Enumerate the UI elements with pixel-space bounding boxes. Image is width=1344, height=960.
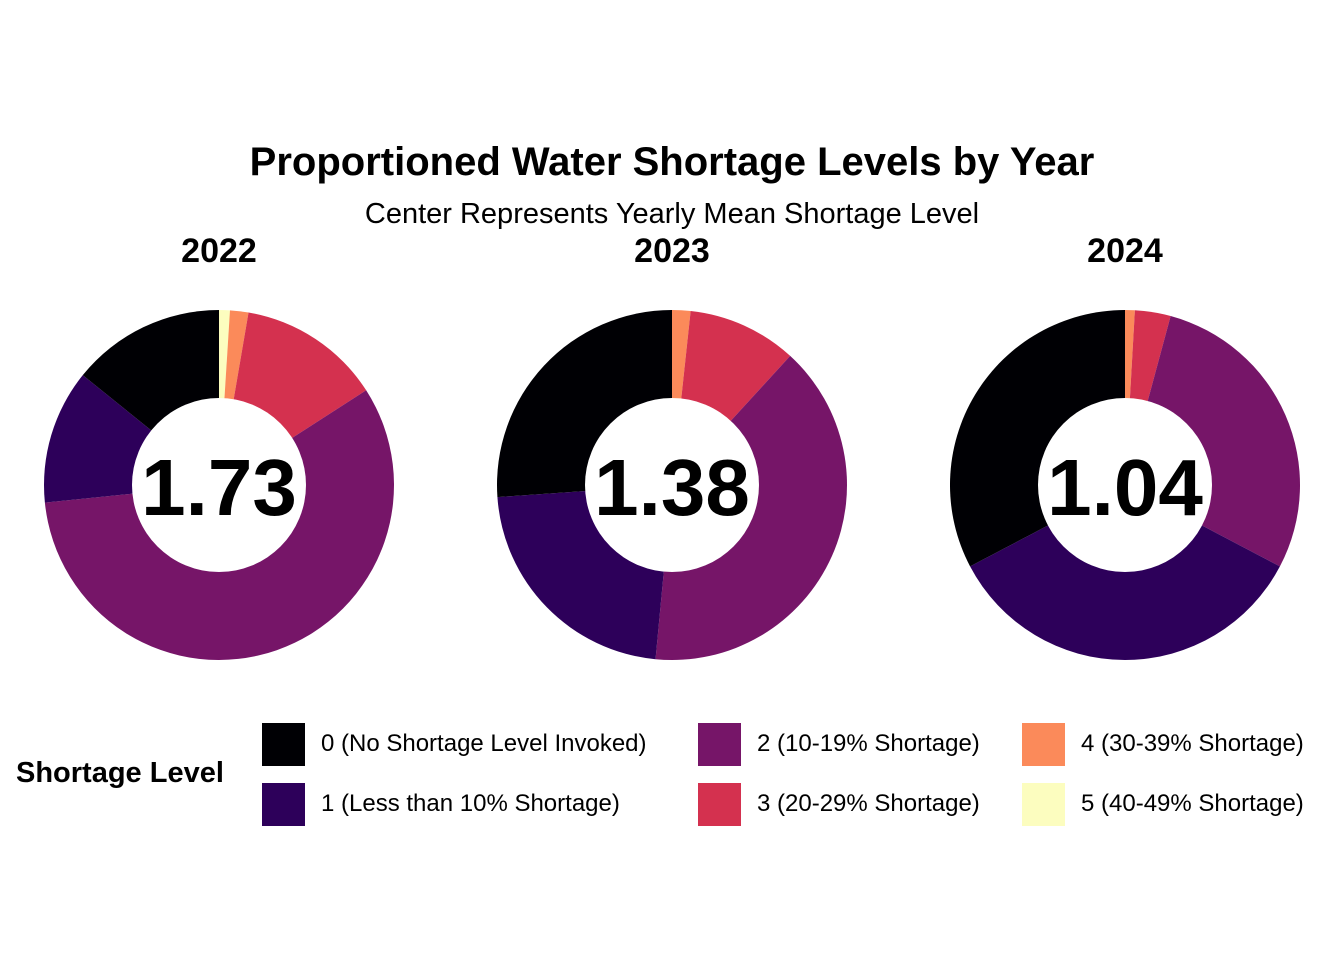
panel-year-label: 2024 — [1087, 232, 1163, 270]
legend-key-3 — [698, 782, 741, 826]
legend-label-4: 4 (30-39% Shortage) — [1081, 730, 1304, 757]
legend-label-0: 0 (No Shortage Level Invoked) — [321, 730, 647, 757]
center-mean-value: 1.04 — [1047, 443, 1203, 532]
legend-key-0 — [262, 722, 305, 766]
slice-2024-level-1 — [970, 485, 1280, 660]
donut-2023: 2023 1.38 — [496, 232, 847, 660]
legend-key-5 — [1022, 782, 1065, 826]
legend-label-5: 5 (40-49% Shortage) — [1081, 790, 1304, 817]
legend-item-5: 5 (40-49% Shortage) — [1022, 782, 1304, 826]
donut-hole — [132, 398, 306, 572]
legend-key-4 — [1022, 722, 1065, 766]
legend-label-3: 3 (20-29% Shortage) — [757, 790, 980, 817]
center-mean-value: 1.73 — [141, 443, 297, 532]
donut-2022: 2022 1.73 — [44, 232, 395, 661]
center-mean-value: 1.38 — [594, 443, 750, 532]
legend-item-3: 3 (20-29% Shortage) — [698, 782, 980, 826]
chart-subtitle: Center Represents Yearly Mean Shortage L… — [364, 198, 980, 230]
chart-title: Proportioned Water Shortage Levels by Ye… — [249, 140, 1095, 184]
legend-item-1: 1 (Less than 10% Shortage) — [262, 782, 620, 826]
donut-hole — [1038, 398, 1212, 572]
legend-label-1: 1 (Less than 10% Shortage) — [321, 790, 620, 817]
donut-2024: 2024 1.04 — [950, 232, 1300, 660]
legend-label-2: 2 (10-19% Shortage) — [757, 730, 980, 757]
legend-key-2 — [698, 722, 741, 766]
panel-year-label: 2022 — [181, 232, 257, 270]
panel-year-label: 2023 — [634, 232, 710, 270]
donut-charts: 2022 1.73 2023 1.38 2024 1.04 — [44, 232, 1300, 661]
legend-key-1 — [262, 782, 305, 826]
legend-title: Shortage Level — [16, 757, 224, 789]
legend-item-0: 0 (No Shortage Level Invoked) — [262, 722, 647, 766]
legend-item-4: 4 (30-39% Shortage) — [1022, 722, 1304, 766]
donut-hole — [585, 398, 759, 572]
legend-item-2: 2 (10-19% Shortage) — [698, 722, 980, 766]
